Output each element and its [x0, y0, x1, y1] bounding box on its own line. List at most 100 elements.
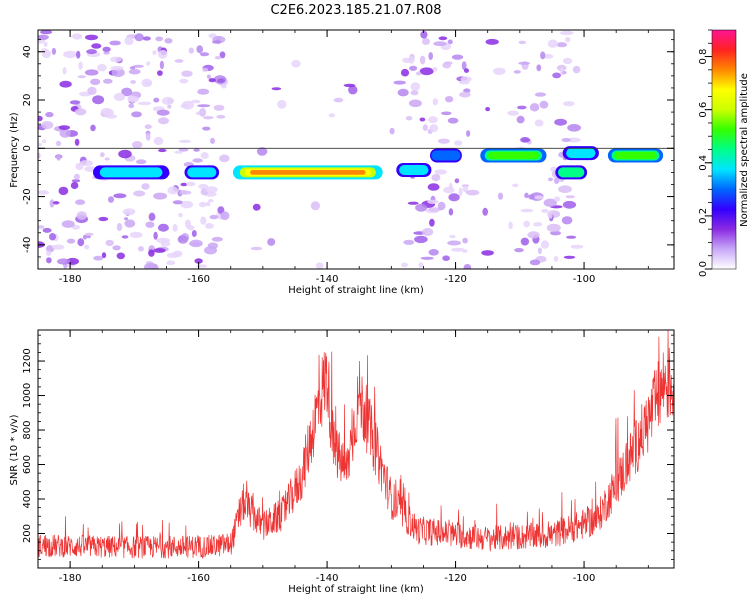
spectrogram-noise-blob: [172, 250, 183, 258]
x-tick-label: -140: [316, 573, 339, 584]
spectrogram-noise-blob: [138, 246, 144, 252]
spectrogram-noise-blob: [70, 181, 79, 190]
x-tick-label: -120: [444, 274, 467, 285]
spectrogram-noise-blob: [196, 264, 208, 268]
spectrogram-noise-blob: [41, 139, 47, 143]
spectrogram-noise-blob: [418, 262, 424, 268]
spectrogram-noise-blob: [463, 264, 472, 269]
spectrogram-noise-blob: [521, 138, 531, 142]
snr-y-label: SNR (10 * v/v): [9, 414, 20, 485]
spectrogram-noise-blob: [91, 43, 102, 49]
spectrogram-noise-blob: [174, 150, 183, 154]
spectrogram-noise-blob: [449, 234, 456, 239]
spectrogram-noise-blob: [420, 30, 428, 39]
spectrogram-noise-blob: [153, 192, 168, 200]
spectrogram-feature-band: [187, 167, 217, 178]
y-tick-label: 1200: [22, 348, 33, 373]
y-tick-label: 0: [22, 145, 33, 151]
spectrogram-noise-blob: [79, 160, 94, 167]
spectrogram-noise-blob: [497, 192, 504, 200]
spectrogram-noise-blob: [460, 76, 472, 83]
spectrogram-noise-blob: [180, 103, 190, 109]
x-tick-label: -160: [187, 573, 210, 584]
spectrogram-noise-blob: [202, 67, 209, 72]
spectrogram-x-label: Height of straight line (km): [288, 285, 424, 296]
spectrogram-noise-blob: [482, 207, 489, 216]
spectrogram-noise-blob: [152, 264, 159, 269]
spectrogram-noise-blob: [485, 107, 490, 112]
spectrogram-noise-blob: [441, 111, 452, 116]
spectrogram-noise-blob: [59, 80, 72, 88]
spectrogram-noise-blob: [153, 231, 158, 240]
spectrogram-noise-blob: [216, 114, 226, 119]
spectrogram-noise-blob: [570, 244, 584, 249]
y-tick-label: 40: [22, 45, 33, 58]
spectrogram-noise-blob: [397, 88, 409, 97]
spectrogram-noise-blob: [558, 185, 572, 193]
spectrogram-noise-blob: [194, 258, 203, 264]
spectrogram-noise-blob: [459, 91, 471, 98]
spectrogram-noise-blob: [198, 183, 209, 190]
spectrogram-noise-blob: [513, 70, 521, 74]
spectrogram-noise-blob: [53, 201, 60, 205]
spectrogram-noise-blob: [508, 221, 513, 230]
spectrogram-noise-blob: [328, 113, 335, 118]
colorbar-ticks: 0.0 0.2 0.4 0.6 0.8: [698, 29, 712, 277]
spectrogram-noise-blob: [172, 200, 183, 205]
snr-x-label: Height of straight line (km): [288, 584, 424, 595]
spectrogram-noise-blob: [527, 231, 540, 239]
spectrogram-noise-blob: [82, 234, 87, 240]
spectrogram-noise-blob: [541, 208, 549, 213]
spectrogram-y-label: Frequency (Hz): [9, 112, 20, 188]
spectrogram-noise-blob: [174, 59, 184, 63]
spectrogram-noise-blob: [453, 140, 463, 146]
colorbar-tick-label: 0.8: [698, 49, 709, 65]
spectrogram-noise-blob: [552, 72, 561, 79]
spectrogram-noise-blob: [252, 203, 261, 211]
spectrogram-noise-blob: [534, 92, 547, 97]
spectrogram-noise-blob: [554, 118, 567, 126]
snr-x-ticks: -180 -160 -140 -120 -100: [37, 330, 649, 584]
spectrogram-noise-blob: [74, 138, 80, 146]
spectrogram-noise-blob: [427, 183, 440, 191]
spectrogram-noise-blob: [108, 196, 114, 203]
spectrogram-noise-blob: [507, 110, 519, 116]
spectrogram-noise-blob: [514, 248, 524, 253]
spectrogram-noise-blob: [166, 260, 176, 266]
spectrogram-noise-blob: [157, 117, 170, 125]
spectrogram-noise-blob: [541, 240, 549, 249]
x-tick-label: -100: [573, 573, 596, 584]
spectrogram-noise-blob: [210, 137, 215, 144]
spectrogram-noise-blob: [148, 212, 156, 221]
spectrogram-noise-blob: [160, 240, 171, 247]
spectrogram-noise-blob: [448, 182, 453, 192]
spectrogram-noise-blob: [178, 235, 184, 242]
spectrogram-noise-blob: [408, 99, 422, 108]
spectrogram-noise-blob: [74, 108, 87, 116]
spectrogram-noise-blob: [267, 238, 276, 246]
y-tick-label: 20: [22, 94, 33, 107]
spectrogram-noise-blob: [403, 239, 415, 245]
spectrogram-noise-blob: [179, 78, 189, 84]
spectrogram-noise-blob: [547, 210, 553, 219]
spectrogram-noise-blob: [206, 201, 211, 207]
spectrogram-noise-blob: [118, 149, 132, 159]
spectrogram-noise-blob: [528, 194, 535, 200]
spectrogram-noise-blob: [422, 228, 434, 236]
snr-y-ticks: 200 400 600 800 1000 1200: [22, 334, 674, 569]
spectrogram-noise-blob: [534, 119, 544, 127]
spectrogram-noise-blob: [145, 221, 155, 228]
spectrogram-noise-blob: [186, 181, 196, 187]
spectrogram-noise-blob: [409, 65, 418, 71]
spectrogram-noise-blob: [197, 104, 211, 108]
colorbar-gradient: [711, 29, 737, 270]
spectrogram-noise-blob: [566, 235, 577, 239]
spectrogram-noise-blob: [205, 223, 214, 229]
snr-frame: [37, 329, 675, 569]
spectrogram-noise-blob: [315, 262, 324, 269]
spectrogram-noise-blob: [562, 71, 567, 75]
spectrogram-noise-blob: [128, 103, 135, 109]
spectrogram-noise-blob: [427, 199, 439, 204]
spectrogram-noise-blob: [78, 61, 83, 70]
